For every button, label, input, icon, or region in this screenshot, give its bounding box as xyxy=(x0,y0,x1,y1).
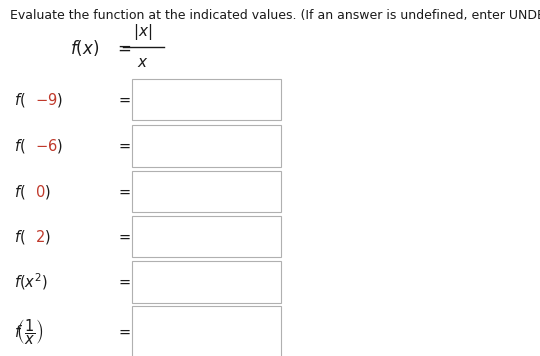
FancyBboxPatch shape xyxy=(132,306,281,356)
Text: $-6$: $-6$ xyxy=(35,138,58,154)
Text: Evaluate the function at the indicated values. (If an answer is undefined, enter: Evaluate the function at the indicated v… xyxy=(10,9,540,22)
FancyBboxPatch shape xyxy=(132,79,281,120)
Text: $)$: $)$ xyxy=(56,137,62,155)
Text: $0$: $0$ xyxy=(35,184,45,199)
Text: $\mathit{f}($: $\mathit{f}($ xyxy=(14,137,25,155)
FancyBboxPatch shape xyxy=(132,125,281,167)
Text: $-9$: $-9$ xyxy=(35,92,58,108)
Text: $\mathit{x}$: $\mathit{x}$ xyxy=(137,56,149,70)
Text: $=$: $=$ xyxy=(116,93,132,107)
FancyBboxPatch shape xyxy=(132,261,281,303)
FancyBboxPatch shape xyxy=(132,171,281,212)
Text: $\mathit{f}($: $\mathit{f}($ xyxy=(14,228,25,246)
Text: $|x|$: $|x|$ xyxy=(133,22,153,42)
Text: $=$: $=$ xyxy=(116,275,132,289)
Text: $2$: $2$ xyxy=(35,229,45,245)
Text: $)$: $)$ xyxy=(44,228,50,246)
Text: $=$: $=$ xyxy=(116,325,132,339)
Text: $\mathit{f}($: $\mathit{f}($ xyxy=(14,183,25,200)
Text: $=$: $=$ xyxy=(116,184,132,199)
Text: $)$: $)$ xyxy=(56,91,62,109)
Text: $\mathit{f}(x)$: $\mathit{f}(x)$ xyxy=(70,38,99,58)
Text: $\mathit{f}(x^2)$: $\mathit{f}(x^2)$ xyxy=(14,272,47,292)
Text: $\mathit{f}($: $\mathit{f}($ xyxy=(14,91,25,109)
FancyBboxPatch shape xyxy=(132,216,281,257)
Text: $=$: $=$ xyxy=(116,230,132,244)
Text: $)$: $)$ xyxy=(44,183,50,200)
Text: $=$: $=$ xyxy=(114,40,132,57)
Text: $\mathit{f}\!\left(\dfrac{1}{x}\right)$: $\mathit{f}\!\left(\dfrac{1}{x}\right)$ xyxy=(14,317,43,347)
Text: $=$: $=$ xyxy=(116,139,132,153)
